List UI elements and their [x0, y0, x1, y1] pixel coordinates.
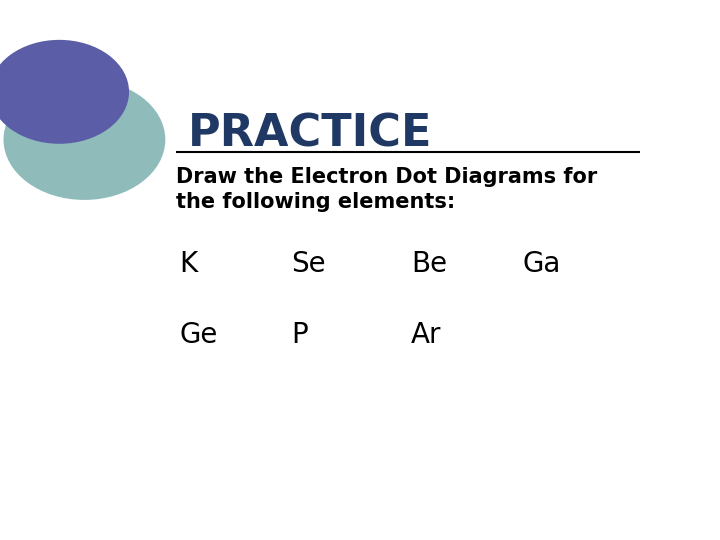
Text: Se: Se: [291, 251, 325, 279]
Text: Ge: Ge: [179, 321, 217, 349]
Text: P: P: [291, 321, 307, 349]
Text: Ar: Ar: [411, 321, 441, 349]
Text: Ga: Ga: [523, 251, 561, 279]
Text: Draw the Electron Dot Diagrams for: Draw the Electron Dot Diagrams for: [176, 167, 598, 187]
Text: the following elements:: the following elements:: [176, 192, 456, 212]
Text: Be: Be: [411, 251, 447, 279]
Circle shape: [0, 40, 129, 144]
Text: PRACTICE: PRACTICE: [188, 113, 432, 156]
Text: K: K: [179, 251, 197, 279]
Circle shape: [4, 79, 166, 200]
